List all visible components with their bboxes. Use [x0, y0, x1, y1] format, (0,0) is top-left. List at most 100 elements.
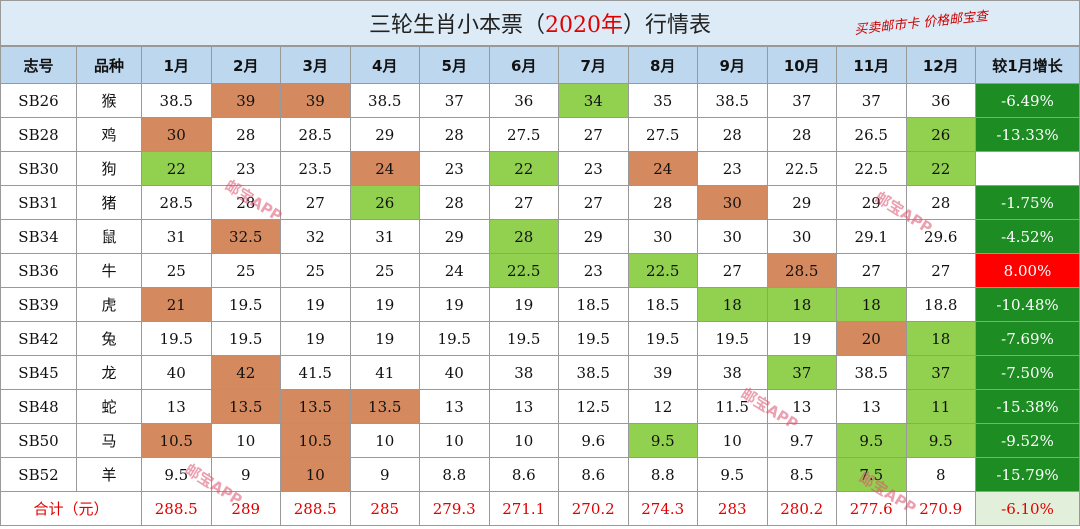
data-row: SB30 狗 22 23 23.5 24 23 22 23 24 23 22.5 22.5 22 [0, 151, 1080, 186]
total-cell: 283 [697, 491, 768, 526]
change-cell: -7.69% [975, 321, 1080, 356]
zodiac: 鼠 [76, 219, 142, 254]
data-row: SB45 龙 40 42 41.5 41 40 38 38.5 39 38 37 38.5 37 -7.50… [0, 355, 1080, 390]
header-cell: 志号 [0, 46, 77, 84]
price-cell: 41.5 [280, 355, 351, 390]
header-cell: 品种 [76, 46, 142, 84]
price-cell: 29 [419, 219, 490, 254]
price-table: 志号 品种 1月 2月 3月 4月 5月 6月 7月 8月 9月 10月 11月 12月 较1月增长 SB2… [0, 46, 1080, 526]
price-cell: 24 [349, 151, 420, 186]
price-cell: 27 [488, 185, 559, 220]
price-cell: 9.5 [836, 423, 907, 458]
price-cell: 28 [419, 117, 490, 152]
price-cell: 10 [210, 423, 281, 458]
price-cell: 19 [419, 287, 490, 322]
price-cell: 37 [905, 355, 976, 390]
price-cell: 27 [558, 185, 629, 220]
price-cell: 38.5 [349, 83, 420, 118]
data-row: SB36 牛 25 25 25 25 24 22.5 23 22.5 27 28.5 27 27 8.00% [0, 253, 1080, 288]
price-cell: 22 [141, 151, 212, 186]
price-cell: 28.5 [280, 117, 351, 152]
data-row: SB42 兔 19.5 19.5 19 19 19.5 19.5 19.5 19.5 19.5 19 2… [0, 321, 1080, 356]
price-cell: 37 [766, 355, 837, 390]
price-cell: 26 [905, 117, 976, 152]
price-cell: 38 [488, 355, 559, 390]
price-cell: 27.5 [488, 117, 559, 152]
price-cell: 36 [488, 83, 559, 118]
price-cell: 37 [766, 83, 837, 118]
price-cell: 39 [210, 83, 281, 118]
price-cell: 27.5 [627, 117, 698, 152]
price-cell: 10 [349, 423, 420, 458]
price-cell: 23 [419, 151, 490, 186]
price-cell: 28.5 [766, 253, 837, 288]
price-cell: 39 [627, 355, 698, 390]
price-cell: 8.8 [627, 457, 698, 492]
price-cell: 8.8 [419, 457, 490, 492]
price-cell: 13 [766, 389, 837, 424]
data-row: SB26 猴 38.5 39 39 38.5 37 36 34 35 38.5 37 37 36 -6.49… [0, 83, 1080, 118]
zodiac: 马 [76, 423, 142, 458]
zodiac: 龙 [76, 355, 142, 390]
price-cell: 32.5 [210, 219, 281, 254]
change-cell: -15.38% [975, 389, 1080, 424]
zodiac: 鸡 [76, 117, 142, 152]
price-cell: 29 [349, 117, 420, 152]
price-cell: 37 [836, 83, 907, 118]
price-cell: 20 [836, 321, 907, 356]
total-cell: 288.5 [280, 491, 351, 526]
header-cell: 4月 [349, 46, 420, 84]
data-row: SB52 羊 9.5 9 10 9 8.8 8.6 8.6 8.8 9.5 8.5 7.5 8 -15.79… [0, 457, 1080, 492]
price-cell: 18 [766, 287, 837, 322]
price-cell: 30 [141, 117, 212, 152]
change-cell: 8.00% [975, 253, 1080, 288]
stamp-id: SB39 [0, 287, 77, 322]
price-cell: 10 [488, 423, 559, 458]
price-cell: 13 [488, 389, 559, 424]
price-cell: 40 [141, 355, 212, 390]
title-suffix: ）行情表 [623, 13, 712, 38]
total-cell: 279.3 [419, 491, 490, 526]
price-cell: 26 [349, 185, 420, 220]
change-cell [975, 151, 1080, 186]
zodiac: 羊 [76, 457, 142, 492]
price-cell: 23 [558, 151, 629, 186]
price-cell: 22.5 [766, 151, 837, 186]
price-cell: 28.5 [141, 185, 212, 220]
price-cell: 9.7 [766, 423, 837, 458]
zodiac: 猴 [76, 83, 142, 118]
price-cell: 38 [697, 355, 768, 390]
header-cell: 2月 [210, 46, 281, 84]
title: 三轮生肖小本票（ 2020年 ）行情表 [0, 0, 1080, 46]
total-cell: 285 [349, 491, 420, 526]
total-change: -6.10% [975, 491, 1080, 526]
price-cell: 27 [697, 253, 768, 288]
price-cell: 27 [905, 253, 976, 288]
price-cell: 13.5 [349, 389, 420, 424]
price-cell: 19.5 [419, 321, 490, 356]
total-cell: 277.6 [836, 491, 907, 526]
data-row: SB31 猪 28.5 28 27 26 28 27 27 28 30 29 29 28 -1.75% [0, 185, 1080, 220]
price-cell: 37 [419, 83, 490, 118]
price-cell: 25 [141, 253, 212, 288]
price-cell: 22 [905, 151, 976, 186]
header-cell: 11月 [836, 46, 907, 84]
price-cell: 27 [836, 253, 907, 288]
header-cell: 10月 [766, 46, 837, 84]
header-cell: 1月 [141, 46, 212, 84]
price-cell: 13.5 [280, 389, 351, 424]
data-row: SB39 虎 21 19.5 19 19 19 19 18.5 18.5 18 18 18 18.8 -10… [0, 287, 1080, 322]
stamp-id: SB48 [0, 389, 77, 424]
price-cell: 23.5 [280, 151, 351, 186]
total-cell: 280.2 [766, 491, 837, 526]
price-cell: 13 [836, 389, 907, 424]
price-cell: 29 [558, 219, 629, 254]
price-cell: 19 [349, 321, 420, 356]
price-cell: 28 [627, 185, 698, 220]
price-cell: 28 [766, 117, 837, 152]
zodiac: 虎 [76, 287, 142, 322]
price-cell: 27 [558, 117, 629, 152]
price-cell: 23 [697, 151, 768, 186]
price-cell: 25 [349, 253, 420, 288]
price-cell: 19.5 [697, 321, 768, 356]
